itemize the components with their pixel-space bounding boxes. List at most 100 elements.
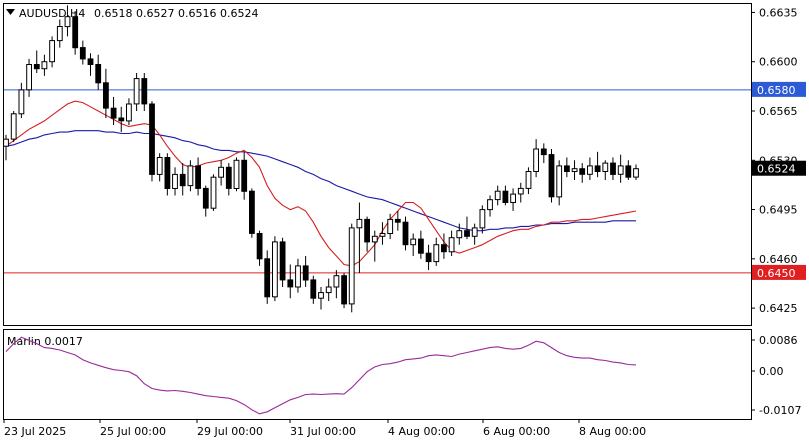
candle: [118, 106, 125, 133]
candle-body-bear: [87, 58, 94, 66]
candle-body-bull: [371, 235, 378, 243]
candle-body-bull: [172, 173, 178, 189]
candle-body-bull: [479, 209, 486, 229]
candle-body-bull: [10, 113, 17, 140]
candle-body-bull: [433, 244, 440, 263]
candle-body-bear: [179, 173, 186, 187]
candle-body-bull: [295, 265, 301, 288]
current-price-label: 0.6524: [757, 163, 796, 176]
candle: [141, 72, 148, 111]
candle: [156, 153, 163, 182]
candle: [241, 151, 248, 200]
candle: [164, 153, 171, 196]
candle: [325, 278, 332, 302]
candle: [3, 134, 9, 161]
candle: [402, 216, 409, 251]
candle-body-bull: [318, 292, 324, 299]
candle-body-bear: [249, 190, 255, 234]
candle-body-bull: [187, 165, 194, 187]
candle: [479, 205, 486, 234]
candle-body-bear: [141, 78, 148, 105]
candle-body-bull: [325, 286, 332, 294]
candle-body-bear: [79, 47, 86, 60]
candle: [233, 157, 240, 192]
ohlc-readout: 0.6518 0.6527 0.6516 0.6524: [94, 7, 258, 20]
candle: [487, 195, 493, 217]
marlin-line: [5, 336, 637, 415]
candle-body-bear: [418, 238, 424, 254]
candle-body-bear: [425, 252, 432, 263]
candle: [26, 58, 33, 97]
current-price-box: [752, 160, 806, 176]
candle-body-bull: [517, 187, 524, 195]
candle-body-bear: [302, 265, 309, 281]
candle-body-bull: [471, 227, 478, 237]
candle: [441, 233, 447, 259]
candle: [517, 182, 524, 203]
candle-body-bear: [394, 218, 401, 223]
candle-body-bull: [356, 218, 363, 229]
candle: [179, 163, 186, 196]
level-price-label: 0.6450: [757, 267, 796, 280]
candle-body-bear: [264, 258, 271, 298]
candle-body-bull: [218, 166, 224, 178]
candle: [41, 54, 48, 76]
candle-body-bull: [533, 148, 540, 172]
indicator-panel-frame: [3, 329, 752, 420]
time-tick-label: 23 Jul 2025: [4, 425, 66, 438]
candle: [272, 236, 278, 302]
candle-body-bull: [3, 138, 9, 147]
candle-body-bear: [579, 168, 586, 175]
candle-body-bull: [64, 16, 71, 28]
candle: [210, 174, 217, 211]
candle-body-bear: [202, 187, 209, 209]
candle: [564, 157, 570, 178]
candle-body-bull: [210, 176, 217, 209]
candle-body-bear: [287, 279, 294, 288]
candle: [556, 160, 563, 206]
time-tick-label: 29 Jul 00:00: [197, 425, 263, 438]
candle-body-bull: [41, 61, 48, 70]
candle: [433, 237, 440, 266]
candle-body-bull: [487, 199, 493, 211]
candle: [502, 185, 509, 206]
symbol-menu-triangle-icon[interactable]: [6, 9, 15, 15]
candle: [103, 68, 109, 119]
indicator-label: Marlin 0.0017: [7, 335, 83, 348]
candle-body-bear: [310, 279, 317, 299]
candle: [256, 230, 263, 266]
slow-moving-average-line: [5, 130, 636, 232]
candle-body-bull: [587, 165, 593, 175]
candle-body-bear: [72, 16, 79, 49]
candle-body-bear: [341, 275, 348, 305]
candle: [279, 237, 286, 287]
level-price-box: [752, 81, 806, 97]
indicator-tick-label: 0.0086: [759, 334, 798, 347]
candle: [456, 223, 463, 245]
candle: [172, 167, 178, 196]
indicator-axis: 0.0086 0.00 -0.0107: [751, 334, 801, 417]
candle-body-bear: [33, 64, 40, 70]
candle: [333, 270, 340, 299]
candle: [471, 223, 478, 245]
candlesticks: [3, 5, 639, 313]
candle-body-bear: [610, 162, 616, 175]
candle: [494, 185, 501, 206]
candle-body-bear: [195, 165, 201, 189]
price-tick-label: 0.6600: [759, 56, 798, 69]
candle: [302, 256, 309, 287]
candle: [87, 53, 94, 76]
candle-body-bull: [126, 103, 132, 122]
candle-body-bear: [564, 165, 570, 172]
candle-body-bull: [510, 193, 517, 204]
candle: [379, 222, 386, 245]
candle: [264, 250, 271, 304]
time-tick-label: 31 Jul 00:00: [290, 425, 356, 438]
candle-body-bull: [133, 78, 140, 105]
candle: [510, 188, 517, 211]
price-tick-label: 0.6495: [759, 204, 798, 217]
candle-body-bear: [594, 165, 601, 172]
candle: [579, 163, 586, 183]
level-price-box: [752, 264, 806, 280]
